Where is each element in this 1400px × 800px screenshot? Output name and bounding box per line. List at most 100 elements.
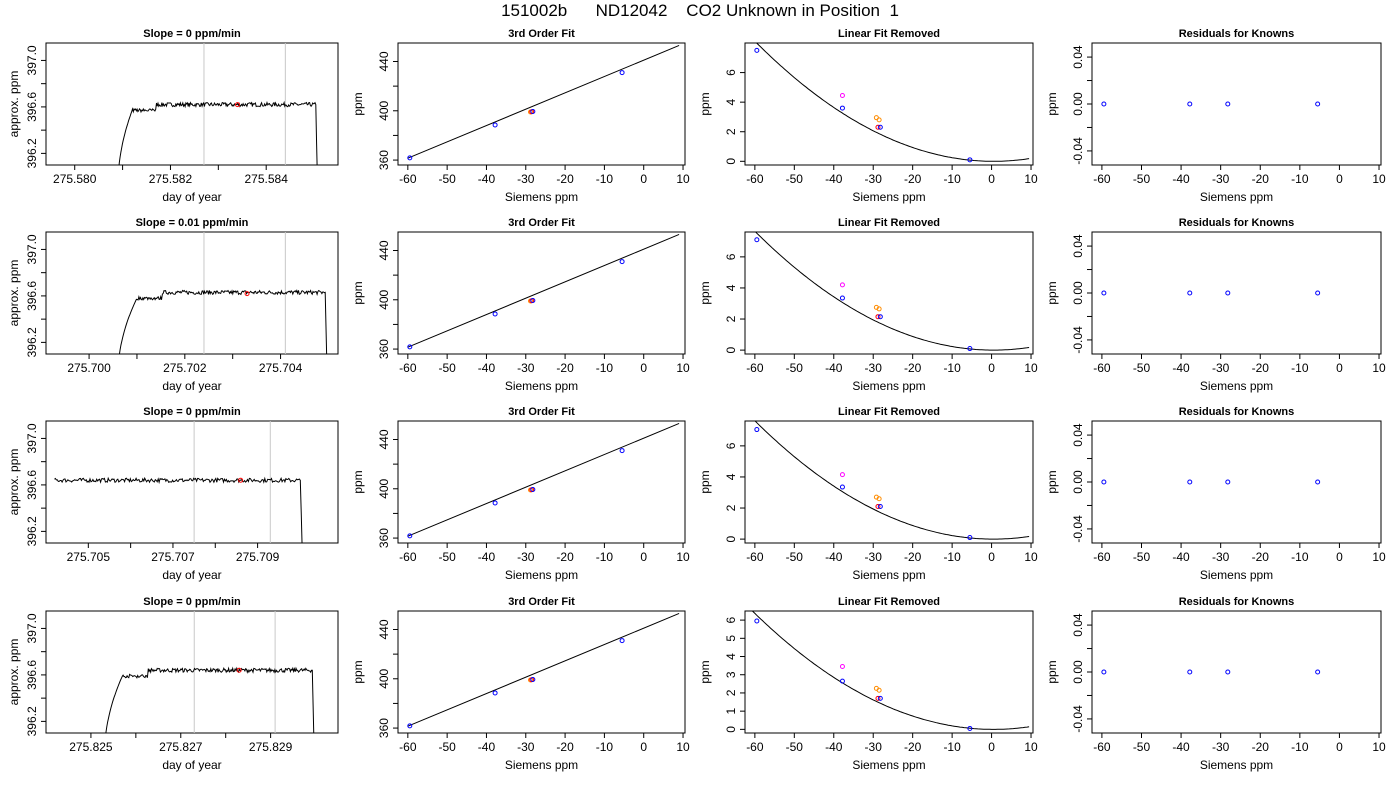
data-point <box>619 638 625 644</box>
x-tick-label: -60 <box>1093 361 1111 375</box>
y-tick-label: 400 <box>377 668 391 688</box>
y-tick-label: 0 <box>724 535 738 542</box>
x-tick-label: 275.829 <box>249 740 293 754</box>
x-tick-label: -60 <box>399 740 417 754</box>
x-tick-label: -50 <box>786 550 804 564</box>
x-tick-label: -20 <box>1252 740 1270 754</box>
panel-title: Residuals for Knowns <box>1179 406 1295 418</box>
data-point <box>754 427 760 433</box>
y-axis-label: approx. ppm <box>7 71 21 138</box>
plot-area <box>1101 479 1321 485</box>
x-axis-label: Siemens ppm <box>1200 190 1273 204</box>
data-point <box>967 157 973 163</box>
x-tick-label: -20 <box>1252 361 1270 375</box>
x-tick-label: -10 <box>943 550 961 564</box>
x-tick-label: -40 <box>478 550 496 564</box>
x-tick-label: -30 <box>865 172 883 186</box>
x-tick-label: -30 <box>1212 361 1230 375</box>
y-axis-label: ppm <box>1045 660 1059 683</box>
x-tick-label: -50 <box>1133 172 1151 186</box>
x-tick-label: -10 <box>1291 361 1309 375</box>
data-point <box>236 667 242 673</box>
x-tick-label: 275.702 <box>163 361 207 375</box>
x-tick-label: 10 <box>1372 172 1386 186</box>
fit-line <box>407 613 680 727</box>
plot-area <box>407 423 680 539</box>
y-tick-label: 6 <box>724 442 738 449</box>
data-point <box>530 298 536 304</box>
panel-r2-resid: Residuals for Knowns Siemens ppm ppm -60 -50… <box>1045 217 1386 393</box>
y-tick-label: 396.2 <box>25 516 39 546</box>
plot-frame <box>1091 610 1382 734</box>
y-axis-label: approx. ppm <box>7 260 21 327</box>
x-axis-label: Siemens ppm <box>505 379 578 393</box>
data-point <box>875 124 881 130</box>
data-point <box>839 678 845 684</box>
y-tick-label: -0.04 <box>1071 705 1085 733</box>
plot-area <box>54 421 303 543</box>
y-tick-label: 397.0 <box>25 234 39 264</box>
x-tick-label: 10 <box>1024 361 1038 375</box>
x-tick-label: -30 <box>1212 172 1230 186</box>
x-axis-label: day of year <box>162 190 221 204</box>
x-tick-label: 10 <box>1024 172 1038 186</box>
y-tick-label: -0.04 <box>1071 137 1085 165</box>
x-tick-label: -30 <box>865 550 883 564</box>
plot-frame <box>45 231 339 355</box>
data-point <box>967 725 973 731</box>
plot-area <box>751 611 1030 731</box>
y-tick-label: 440 <box>377 619 391 639</box>
x-tick-label: 0 <box>1336 361 1343 375</box>
x-tick-label: -50 <box>786 361 804 375</box>
x-tick-label: -40 <box>1172 361 1190 375</box>
series-line <box>118 289 328 354</box>
panel-title: 3rd Order Fit <box>508 596 575 608</box>
x-tick-label: -50 <box>438 172 456 186</box>
x-tick-label: -20 <box>1252 550 1270 564</box>
y-axis-label: ppm <box>698 660 712 683</box>
y-tick-label: 0.04 <box>1071 234 1085 258</box>
series-line <box>118 100 318 165</box>
x-tick-label: -20 <box>556 550 574 564</box>
y-tick-label: 5 <box>724 635 738 642</box>
data-point <box>877 503 883 509</box>
data-point <box>244 291 250 297</box>
x-tick-label: 10 <box>1372 740 1386 754</box>
data-point <box>407 344 413 350</box>
x-tick-label: 275.705 <box>67 550 111 564</box>
y-tick-label: 440 <box>377 240 391 260</box>
data-point <box>234 102 240 108</box>
data-point <box>875 695 881 701</box>
y-tick-label: 0 <box>724 158 738 165</box>
data-point <box>877 695 883 701</box>
panel-title: Slope = 0 ppm/min <box>143 406 241 418</box>
y-tick-label: 6 <box>724 69 738 76</box>
fit-curve <box>756 43 1030 162</box>
y-tick-label: -0.04 <box>1071 515 1085 543</box>
data-point <box>1187 669 1193 675</box>
y-tick-label: 3 <box>724 671 738 678</box>
y-tick-label: 0.00 <box>1071 92 1085 116</box>
x-tick-label: -10 <box>596 172 614 186</box>
panel-title: Linear Fit Removed <box>838 596 940 608</box>
y-tick-label: 2 <box>724 504 738 511</box>
y-axis-label: ppm <box>1045 281 1059 304</box>
x-tick-label: -10 <box>596 550 614 564</box>
x-tick-label: -30 <box>517 172 535 186</box>
plot-frame <box>744 42 1034 166</box>
data-point <box>839 105 845 111</box>
x-tick-label: -40 <box>825 361 843 375</box>
panel-r4-linear: Linear Fit Removed Siemens ppm ppm -60 -50 -4… <box>698 596 1038 772</box>
data-point <box>1101 479 1107 485</box>
data-point <box>1187 101 1193 107</box>
x-tick-label: -60 <box>1093 172 1111 186</box>
x-tick-label: 0 <box>988 550 995 564</box>
x-tick-label: -10 <box>1291 550 1309 564</box>
x-axis-label: day of year <box>162 568 221 582</box>
panel-r4-resid: Residuals for Knowns Siemens ppm ppm -60 -50… <box>1045 596 1386 772</box>
y-axis-label: ppm <box>351 281 365 304</box>
panel-title: Slope = 0.01 ppm/min <box>136 217 249 229</box>
y-tick-label: 0.04 <box>1071 423 1085 447</box>
x-tick-label: 0 <box>640 550 647 564</box>
y-tick-label: 360 <box>377 528 391 548</box>
